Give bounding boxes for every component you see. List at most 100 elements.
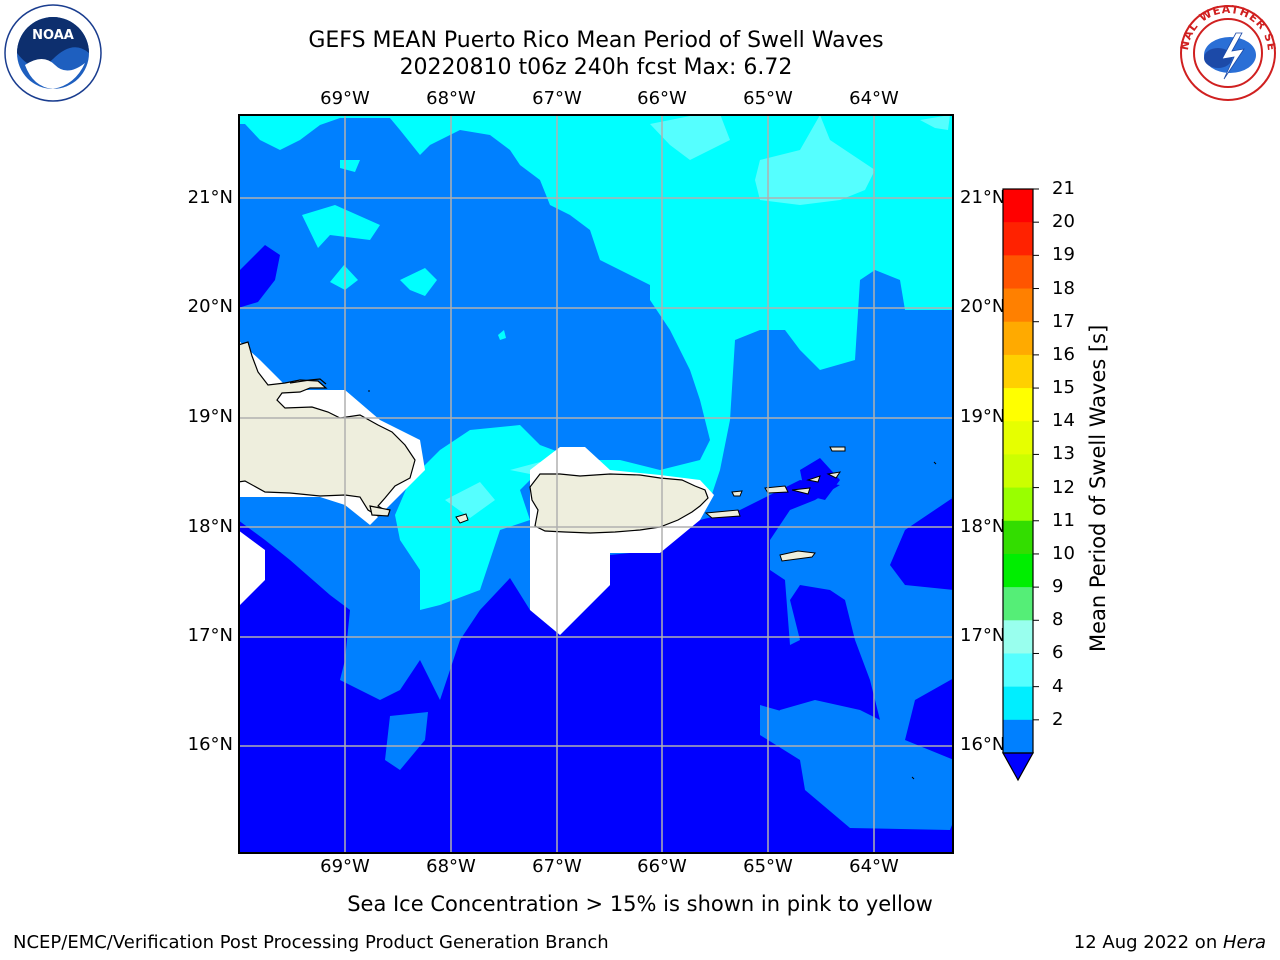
map-panel <box>238 114 954 854</box>
colorbar-segment <box>1003 620 1033 654</box>
land-virgin-islands <box>731 490 743 497</box>
colorbar-label: 21 <box>1052 178 1075 199</box>
field-6-8s <box>650 114 730 160</box>
colorbar-segment <box>1003 222 1033 256</box>
colorbar-label: 11 <box>1052 509 1075 531</box>
field-4-6s <box>498 330 506 340</box>
colorbar-segment <box>1003 354 1033 389</box>
colorbar-label: 12 <box>1052 476 1075 498</box>
land-hispaniola <box>369 505 391 517</box>
field-6-8s <box>445 482 495 518</box>
lon-label-bottom: 67°W <box>532 856 582 877</box>
lon-label-top: 68°W <box>426 88 476 109</box>
colorbar <box>1001 188 1039 782</box>
footer-date: 12 Aug 2022 on Hera <box>1074 932 1266 954</box>
land-virgin-islands <box>791 487 811 495</box>
land-hispaniola <box>289 378 327 385</box>
nws-logo: NATIONAL WEATHER SERVICE <box>1178 3 1277 101</box>
footer-date-text: 12 Aug 2022 on <box>1073 932 1223 953</box>
lat-label-right: 20°N <box>960 296 1006 317</box>
colorbar-segment <box>1003 520 1033 555</box>
noaa-logo-text: NOAA <box>32 28 74 43</box>
colorbar-label: 10 <box>1052 542 1075 564</box>
graticule <box>238 114 954 854</box>
land-st-croix <box>779 550 816 562</box>
colorbar-segment <box>1003 255 1033 290</box>
colorbar-frame <box>1002 188 1034 754</box>
mask-region <box>238 530 265 607</box>
colorbar-ticks <box>1033 188 1039 721</box>
colorbar-segments <box>1003 189 1033 754</box>
colorbar-label: 4 <box>1052 675 1064 697</box>
lat-label-left: 18°N <box>187 516 233 537</box>
colorbar-segment <box>1003 487 1033 522</box>
footer-branch: NCEP/EMC/Verification Post Processing Pr… <box>13 932 609 953</box>
colorbar-segment <box>1003 421 1033 455</box>
lon-label-top: 64°W <box>849 88 899 109</box>
map-frame <box>238 114 954 854</box>
colorbar-segment <box>1003 288 1033 323</box>
colorbar-segment <box>1003 189 1033 223</box>
colorbar-title: Mean Period of Swell Waves [s] <box>1086 324 1110 652</box>
lon-label-top: 67°W <box>532 88 582 109</box>
field-4-6s <box>238 114 954 610</box>
field-6-8s <box>920 115 950 130</box>
land-puerto-rico <box>529 473 709 534</box>
colorbar-label: 17 <box>1052 310 1075 332</box>
footer-host: Hera <box>1222 932 1266 953</box>
lon-label-top: 65°W <box>743 88 793 109</box>
lat-label-right: 17°N <box>960 625 1006 646</box>
colorbar-segment <box>1003 454 1033 489</box>
field-2-4s <box>385 712 428 770</box>
lat-label-right: 21°N <box>960 187 1006 208</box>
colorbar-label: 2 <box>1052 708 1064 730</box>
colorbar-label: 13 <box>1052 443 1075 465</box>
colorbar-segment <box>1003 686 1033 721</box>
lon-label-top: 66°W <box>637 88 687 109</box>
lat-label-left: 17°N <box>187 625 233 646</box>
colorbar-label: 15 <box>1052 377 1075 399</box>
map-subtitle: 20220810 t06z 240h fcst Max: 6.72 <box>399 55 793 80</box>
land-anegada <box>829 446 846 452</box>
lat-label-left: 16°N <box>187 734 233 755</box>
lat-label-left: 19°N <box>187 406 233 427</box>
lon-label-bottom: 65°W <box>743 856 793 877</box>
land-virgin-islands <box>704 509 741 519</box>
colorbar-label: 18 <box>1052 277 1075 299</box>
field-4-6s <box>330 265 358 290</box>
field-4-6s <box>302 205 380 248</box>
colorbar-label: 20 <box>1052 211 1075 233</box>
colorbar-label: 19 <box>1052 244 1075 266</box>
map-title: GEFS MEAN Puerto Rico Mean Period of Swe… <box>308 28 884 53</box>
field-below-2s <box>900 535 954 586</box>
lon-label-bottom: 64°W <box>849 856 899 877</box>
colorbar-label: 9 <box>1052 576 1064 598</box>
lat-label-right: 19°N <box>960 406 1006 427</box>
lat-label-left: 20°N <box>187 296 233 317</box>
field-6-8s <box>755 115 875 205</box>
colorbar-segment <box>1003 653 1033 688</box>
lat-label-right: 16°N <box>960 734 1006 755</box>
colorbar-segment <box>1003 388 1033 422</box>
colorbar-segment <box>1003 719 1033 754</box>
land-mona-island <box>455 513 469 524</box>
colorbar-extend-arrow <box>1001 752 1035 782</box>
lon-label-bottom: 68°W <box>426 856 476 877</box>
lat-label-left: 21°N <box>187 187 233 208</box>
land-virgin-islands <box>764 485 789 494</box>
colorbar-segment <box>1003 321 1033 356</box>
land-virgin-islands <box>826 471 842 479</box>
field-below-2s <box>238 245 280 308</box>
lon-label-bottom: 69°W <box>320 856 370 877</box>
land-virgin-islands <box>806 475 821 483</box>
colorbar-label: 8 <box>1052 609 1064 631</box>
lat-label-right: 18°N <box>960 516 1006 537</box>
colorbar-label: 14 <box>1052 410 1075 432</box>
field-4-6s <box>400 268 437 296</box>
lon-label-top: 69°W <box>320 88 370 109</box>
sea-ice-note: Sea Ice Concentration > 15% is shown in … <box>347 892 933 916</box>
noaa-logo: NOAA <box>4 4 102 102</box>
colorbar-label: 16 <box>1052 343 1075 365</box>
colorbar-label: 6 <box>1052 642 1064 664</box>
colorbar-segment <box>1003 587 1033 621</box>
